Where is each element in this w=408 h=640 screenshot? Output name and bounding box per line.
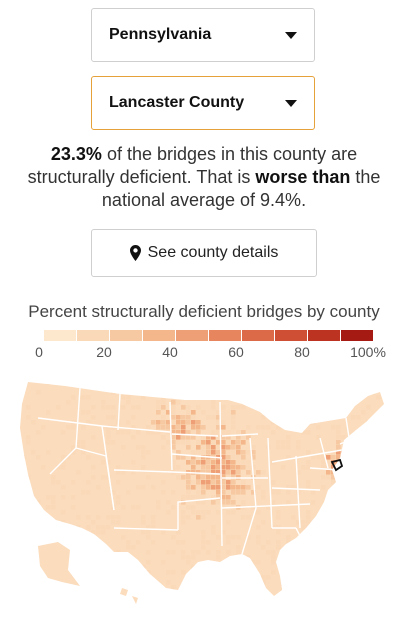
- color-legend: [44, 330, 374, 341]
- legend-ticks: 0 20 40 60 80 100%: [0, 344, 408, 362]
- legend-tick: 60: [228, 344, 244, 360]
- legend-tick: 0: [35, 344, 43, 360]
- legend-swatch: [275, 330, 307, 341]
- legend-title: Percent structurally deficient bridges b…: [28, 302, 380, 321]
- summary-comparison: worse than: [255, 167, 351, 187]
- legend-tick: 100%: [350, 344, 386, 360]
- us-county-map[interactable]: [10, 378, 388, 608]
- summary-percent: 23.3%: [50, 144, 102, 164]
- county-summary: 23.3% of the bridges in this county are …: [8, 143, 400, 212]
- see-county-details-label: See county details: [147, 244, 279, 261]
- legend-swatch: [44, 330, 76, 341]
- legend-swatch: [143, 330, 175, 341]
- map-pin-icon: [129, 245, 141, 261]
- legend-swatch: [176, 330, 208, 341]
- chevron-down-icon: [285, 99, 297, 107]
- legend-swatch: [341, 330, 373, 341]
- highlighted-county: [330, 458, 344, 472]
- county-dropdown[interactable]: Lancaster County: [91, 76, 315, 130]
- summary-text-2: the national average of 9.4%.: [101, 167, 381, 210]
- map-insets: [38, 458, 344, 604]
- chevron-down-icon: [285, 31, 297, 39]
- legend-tick: 20: [96, 344, 112, 360]
- state-dropdown-value: Pennsylvania: [109, 26, 212, 43]
- state-dropdown[interactable]: Pennsylvania: [91, 8, 315, 62]
- legend-tick: 80: [294, 344, 310, 360]
- legend-swatch: [242, 330, 274, 341]
- legend-tick: 40: [162, 344, 178, 360]
- summary-text-1: of the bridges in this county are struct…: [27, 144, 358, 187]
- legend-swatch: [308, 330, 340, 341]
- county-dropdown-value: Lancaster County: [109, 94, 245, 111]
- legend-swatch: [77, 330, 109, 341]
- legend-swatch: [110, 330, 142, 341]
- legend-swatch: [209, 330, 241, 341]
- see-county-details-button[interactable]: See county details: [91, 229, 317, 277]
